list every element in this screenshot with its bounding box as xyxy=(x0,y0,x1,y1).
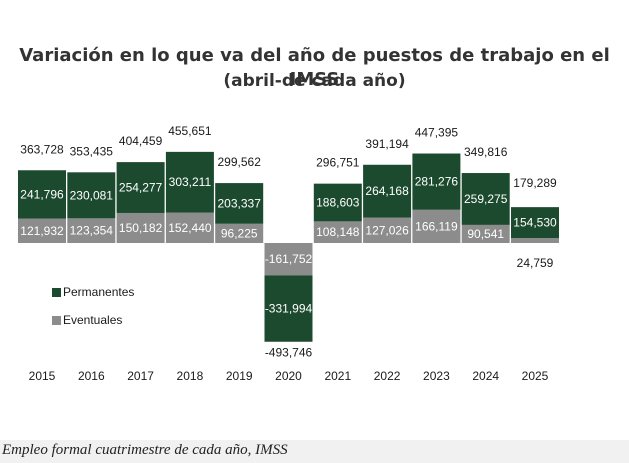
bar-eventuales-2017 xyxy=(116,212,165,243)
data-label-total-2021: 296,751 xyxy=(316,156,360,170)
x-tick-label-2018: 2018 xyxy=(177,369,204,383)
bar-permanentes-2016 xyxy=(67,172,116,219)
data-label-permanentes-2025: 154,530 xyxy=(513,216,557,230)
bar-eventuales-2021 xyxy=(313,221,362,243)
data-label-total-2016: 353,435 xyxy=(70,144,114,158)
bar-permanentes-2021 xyxy=(313,183,362,222)
caption-bar: Empleo formal cuatrimestre de cada año, … xyxy=(0,440,629,463)
data-label-permanentes-2017: 254,277 xyxy=(119,181,163,195)
x-tick-label-2021: 2021 xyxy=(324,369,351,383)
data-label-total-2024: 349,816 xyxy=(464,145,508,159)
bar-eventuales-2019 xyxy=(215,223,264,243)
data-label-permanentes-2021: 188,603 xyxy=(316,196,360,210)
data-label-eventuales-2024: 90,541 xyxy=(467,227,504,241)
x-tick-label-2024: 2024 xyxy=(472,369,499,383)
data-label-permanentes-2018: 303,211 xyxy=(169,175,212,189)
bar-eventuales-2016 xyxy=(67,218,116,243)
data-label-total-2025: 179,289 xyxy=(513,176,557,190)
data-label-permanentes-2019: 203,337 xyxy=(218,196,262,210)
legend-label-permanentes: Permanentes xyxy=(63,285,134,299)
x-tick-label-2023: 2023 xyxy=(423,369,450,383)
bar-eventuales-2018 xyxy=(165,212,214,243)
x-tick-label-2016: 2016 xyxy=(78,369,105,383)
data-label-eventuales-2016: 123,354 xyxy=(70,224,114,238)
data-label-eventuales-2015: 121,932 xyxy=(20,224,64,238)
x-tick-label-2015: 2015 xyxy=(29,369,56,383)
bar-permanentes-2024 xyxy=(461,173,510,225)
data-label-eventuales-2021: 108,148 xyxy=(316,225,360,239)
data-label-permanentes-2022: 264,168 xyxy=(365,184,409,198)
x-tick-label-2025: 2025 xyxy=(522,369,549,383)
data-label-total-2023: 447,395 xyxy=(415,126,459,140)
chart-title: Variación en lo que va del año de puesto… xyxy=(19,45,610,90)
data-label-permanentes-2015: 241,796 xyxy=(20,187,64,201)
x-tick-label-2022: 2022 xyxy=(374,369,401,383)
bar-eventuales-2015 xyxy=(18,218,66,243)
bar-permanentes-2022 xyxy=(363,164,412,218)
bar-permanentes-2023 xyxy=(412,153,461,210)
data-label-eventuales-2025: 24,759 xyxy=(517,256,554,270)
data-label-total-2017: 404,459 xyxy=(119,134,163,148)
legend-swatch-permanentes xyxy=(52,288,61,297)
legend-label-eventuales: Eventuales xyxy=(63,313,122,327)
data-label-eventuales-2018: 152,440 xyxy=(168,221,212,235)
bar-permanentes-2025 xyxy=(511,207,559,239)
chart-plot: 121,932 241,796 363,728 2015 123,354 230,081 3… xyxy=(18,124,559,383)
data-label-total-2020: -493,746 xyxy=(265,346,313,360)
x-tick-label-2017: 2017 xyxy=(127,369,154,383)
data-label-total-2015: 363,728 xyxy=(20,142,64,156)
data-label-total-2022: 391,194 xyxy=(365,137,409,151)
bar-permanentes-2018 xyxy=(165,151,214,213)
chart-subtitle: (abril-de cada año) xyxy=(223,71,406,91)
bar-eventuales-2025 xyxy=(511,238,559,243)
bar-permanentes-2015 xyxy=(18,170,66,219)
bar-eventuales-2020 xyxy=(264,243,313,276)
data-label-permanentes-2016: 230,081 xyxy=(70,188,114,202)
bar-permanentes-2017 xyxy=(116,162,165,213)
x-tick-label-2019: 2019 xyxy=(226,369,253,383)
data-label-eventuales-2019: 96,225 xyxy=(221,226,258,240)
data-label-eventuales-2023: 166,119 xyxy=(415,219,458,233)
data-label-eventuales-2022: 127,026 xyxy=(365,223,409,237)
data-label-eventuales-2017: 150,182 xyxy=(119,221,163,235)
bar-permanentes-2020 xyxy=(264,275,313,342)
bar-eventuales-2023 xyxy=(412,209,461,243)
data-label-permanentes-2024: 259,275 xyxy=(464,192,508,206)
chart-frame: Variación en lo que va del año de puesto… xyxy=(18,45,610,383)
figure-caption: Empleo formal cuatrimestre de cada año, … xyxy=(2,442,288,458)
data-label-eventuales-2020: -161,752 xyxy=(265,252,313,266)
x-tick-label-2020: 2020 xyxy=(275,369,302,383)
data-label-total-2019: 299,562 xyxy=(218,155,262,169)
legend-swatch-eventuales xyxy=(52,316,61,325)
bar-eventuales-2024 xyxy=(461,224,510,243)
data-label-permanentes-2020: -331,994 xyxy=(265,302,313,316)
bar-permanentes-2019 xyxy=(215,183,264,224)
data-label-total-2018: 455,651 xyxy=(168,124,212,138)
bar-eventuales-2022 xyxy=(363,217,412,243)
data-label-permanentes-2023: 281,276 xyxy=(415,175,459,189)
